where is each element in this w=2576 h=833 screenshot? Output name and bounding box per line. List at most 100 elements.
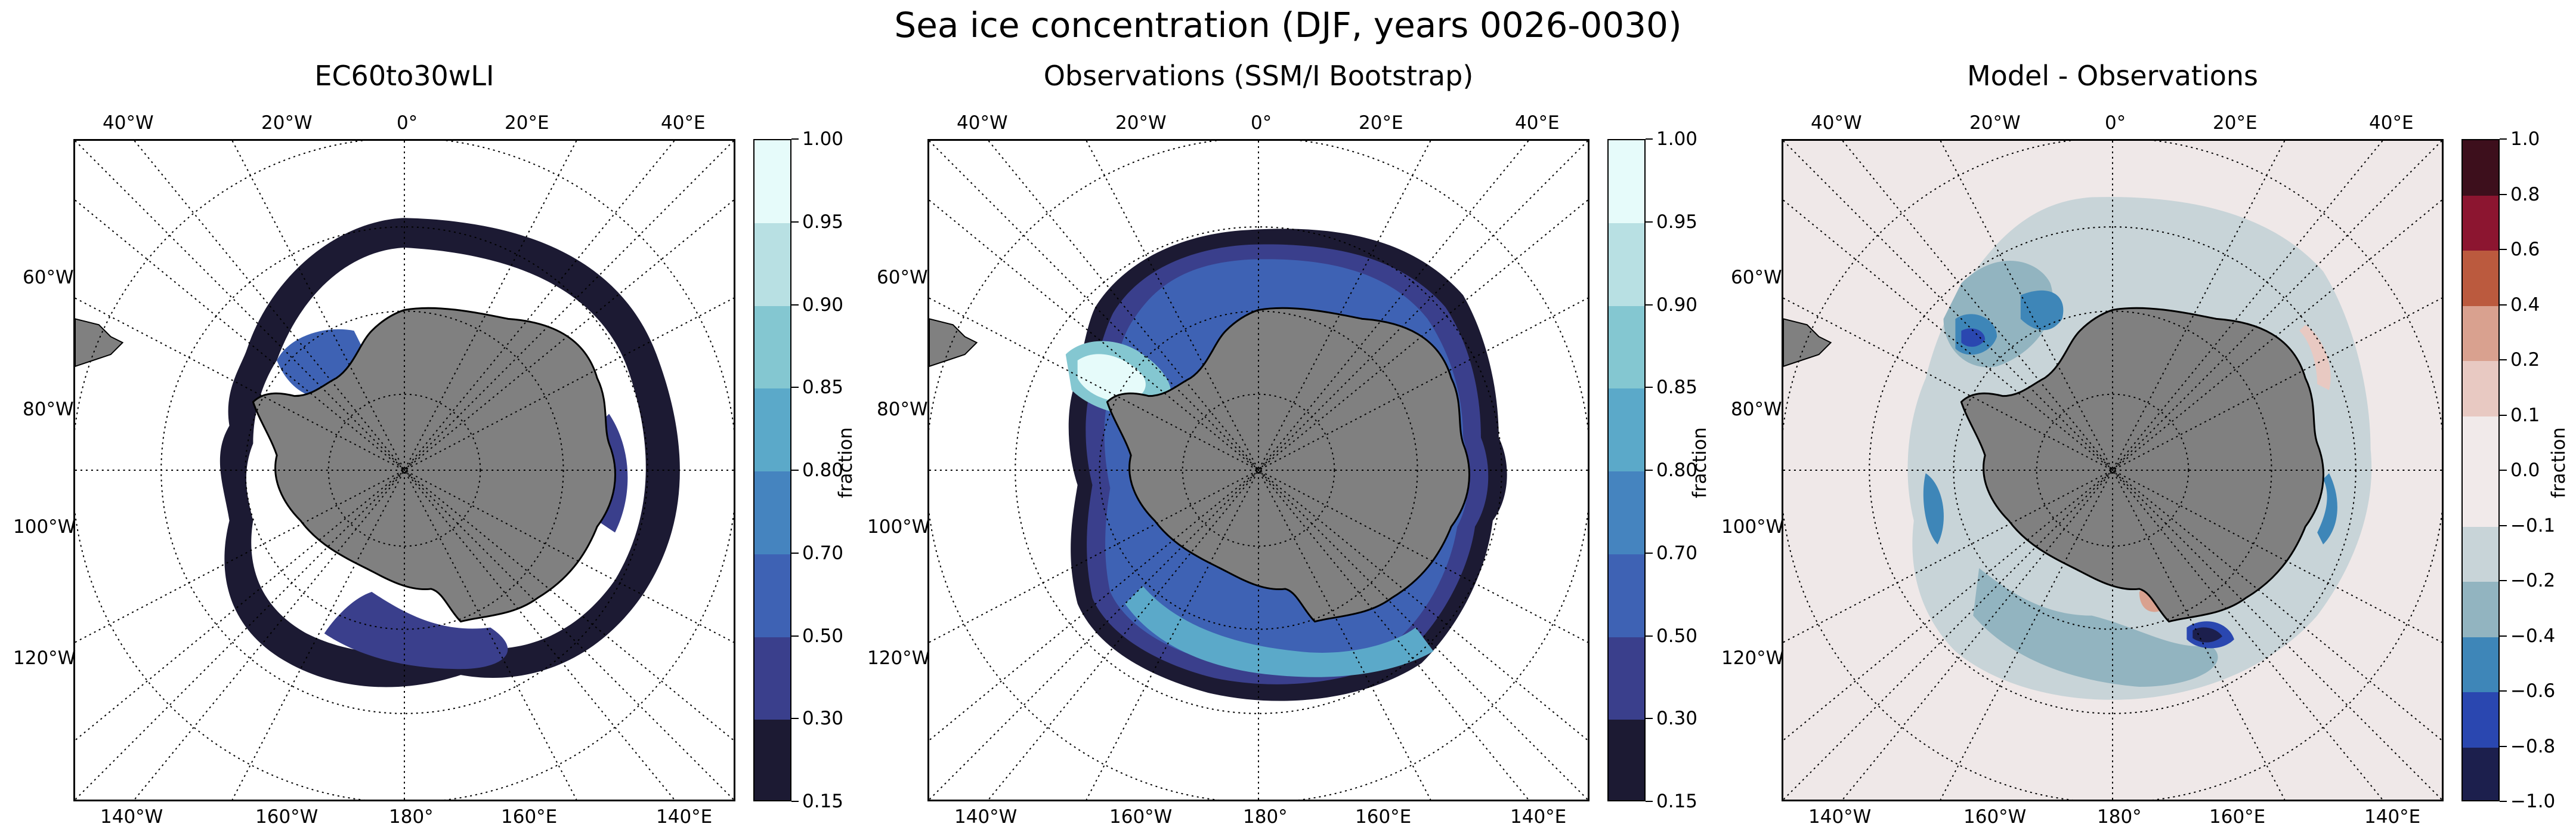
colorbar-tick-mark: [2500, 193, 2507, 195]
colorbar-tick-label: 0.1: [2510, 404, 2540, 426]
colorbar-tick-label: 0.90: [802, 294, 844, 316]
panel-3-colorbar: [2461, 139, 2500, 801]
panel-1-map-svg: [75, 141, 734, 800]
panel-1-lat-4: 120°W: [13, 647, 76, 669]
colorbar-tick-mark: [2500, 635, 2507, 637]
panel-2-lon-top-3: 0°: [1251, 112, 1272, 134]
panel-3-lon-top-2: 20°W: [1969, 112, 2021, 134]
colorbar-tick-label: 0.95: [1656, 211, 1698, 233]
panel-1-lat-2: 80°W: [23, 399, 74, 420]
colorbar-segment: [2463, 361, 2498, 417]
colorbar-tick-mark: [1646, 635, 1653, 637]
colorbar-tick-mark: [1646, 801, 1653, 802]
panel-3-lon-top-1: 40°W: [1811, 112, 1862, 134]
panel-2-lon-bottom-5: 140°E: [1510, 806, 1567, 828]
panel-1-lon-bottom-4: 160°E: [501, 806, 558, 828]
colorbar-tick-label: 1.00: [802, 128, 844, 150]
panel-3-lon-bottom-4: 160°E: [2209, 806, 2266, 828]
colorbar-tick-mark: [2500, 470, 2507, 471]
colorbar-tick-mark: [791, 635, 799, 637]
colorbar-tick-label: 0.30: [802, 708, 844, 730]
panel-2-colorbar-label: fraction: [1689, 427, 1711, 498]
colorbar-tick-mark: [2500, 249, 2507, 250]
colorbar-tick-label: 0.85: [802, 377, 844, 399]
panel-3-lon-bottom-5: 140°E: [2364, 806, 2421, 828]
panel-2-lon-top-4: 20°E: [1359, 112, 1403, 134]
colorbar-segment: [754, 554, 790, 638]
colorbar-segment: [2463, 747, 2498, 800]
colorbar-segment: [754, 306, 790, 390]
colorbar-segment: [754, 637, 790, 721]
panel-3-lon-top-3: 0°: [2105, 112, 2126, 134]
colorbar-tick-mark: [1646, 387, 1653, 388]
colorbar-tick-mark: [2500, 304, 2507, 306]
panel-3-lat-2: 80°W: [1731, 399, 1782, 420]
colorbar-tick-label: 0.30: [1656, 708, 1698, 730]
panel-1-lon-top-3: 0°: [397, 112, 418, 134]
panel-2-lat-4: 120°W: [867, 647, 930, 669]
colorbar-tick-label: 1.00: [1656, 128, 1698, 150]
colorbar-tick-label: 0.70: [1656, 542, 1698, 564]
colorbar-tick-mark: [2500, 414, 2507, 416]
colorbar-segment: [2463, 251, 2498, 307]
colorbar-tick-mark: [2500, 690, 2507, 692]
panel-1-map: [73, 139, 735, 801]
panel-2-lon-bottom-1: 140°W: [954, 806, 1018, 828]
colorbar-segment: [2463, 306, 2498, 362]
panel-1-lon-bottom-3: 180°: [389, 806, 434, 828]
panel-2-colorbar: [1607, 139, 1646, 801]
colorbar-tick-label: 0.0: [2510, 459, 2540, 481]
panel-2-lat-2: 80°W: [877, 399, 928, 420]
colorbar-tick-label: 0.15: [802, 791, 844, 812]
panel-2-lon-bottom-4: 160°E: [1355, 806, 1412, 828]
panel-1-lon-top-5: 40°E: [661, 112, 706, 134]
panel-1-lon-top-2: 20°W: [261, 112, 313, 134]
colorbar-tick-label: 0.90: [1656, 294, 1698, 316]
colorbar-tick-label: −1.0: [2510, 791, 2556, 812]
colorbar-tick-mark: [791, 718, 799, 720]
colorbar-tick-label: 0.8: [2510, 183, 2540, 205]
colorbar-tick-label: 0.70: [802, 542, 844, 564]
panel-1-lon-top-1: 40°W: [103, 112, 154, 134]
colorbar-segment: [2463, 637, 2498, 693]
panel-2-map: [927, 139, 1589, 801]
panel-3-lat-4: 120°W: [1721, 647, 1785, 669]
colorbar-tick-mark: [791, 304, 799, 306]
colorbar-tick-label: 0.80: [802, 459, 844, 481]
colorbar-segment: [1609, 720, 1644, 800]
colorbar-tick-mark: [791, 470, 799, 471]
figure-title: Sea ice concentration (DJF, years 0026-0…: [894, 5, 1682, 45]
colorbar-tick-mark: [791, 801, 799, 802]
colorbar-segment: [2463, 140, 2498, 196]
panel-2-lon-top-1: 40°W: [957, 112, 1008, 134]
panel-2-lon-bottom-2: 160°W: [1109, 806, 1173, 828]
colorbar-segment: [1609, 637, 1644, 721]
colorbar-segment: [2463, 471, 2498, 527]
colorbar-tick-mark: [1646, 718, 1653, 720]
panel-1-lat-1: 60°W: [23, 267, 74, 288]
colorbar-tick-mark: [1646, 470, 1653, 471]
colorbar-tick-label: 0.95: [802, 211, 844, 233]
panel-3-map: [1782, 139, 2444, 801]
colorbar-tick-mark: [791, 387, 799, 388]
colorbar-segment: [754, 140, 790, 224]
panel-2-title: Observations (SSM/I Bootstrap): [1043, 60, 1474, 92]
colorbar-segment: [1609, 471, 1644, 555]
colorbar-tick-label: −0.2: [2510, 570, 2556, 591]
colorbar-tick-mark: [1646, 138, 1653, 140]
panel-1-lon-bottom-2: 160°W: [255, 806, 318, 828]
colorbar-tick-label: −0.8: [2510, 735, 2556, 757]
panel-3-lon-top-4: 20°E: [2213, 112, 2258, 134]
panel-1-lon-top-4: 20°E: [505, 112, 549, 134]
panel-3-title: Model - Observations: [1966, 60, 2259, 92]
colorbar-segment: [1609, 388, 1644, 472]
colorbar-segment: [2463, 692, 2498, 748]
colorbar-tick-mark: [1646, 552, 1653, 554]
colorbar-tick-mark: [2500, 745, 2507, 747]
colorbar-tick-mark: [791, 138, 799, 140]
panel-2-lon-top-5: 40°E: [1515, 112, 1560, 134]
panel-2-lat-3: 100°W: [867, 516, 930, 538]
panel-3-map-svg: [1783, 141, 2442, 800]
colorbar-segment: [2463, 195, 2498, 251]
colorbar-tick-mark: [2500, 580, 2507, 581]
